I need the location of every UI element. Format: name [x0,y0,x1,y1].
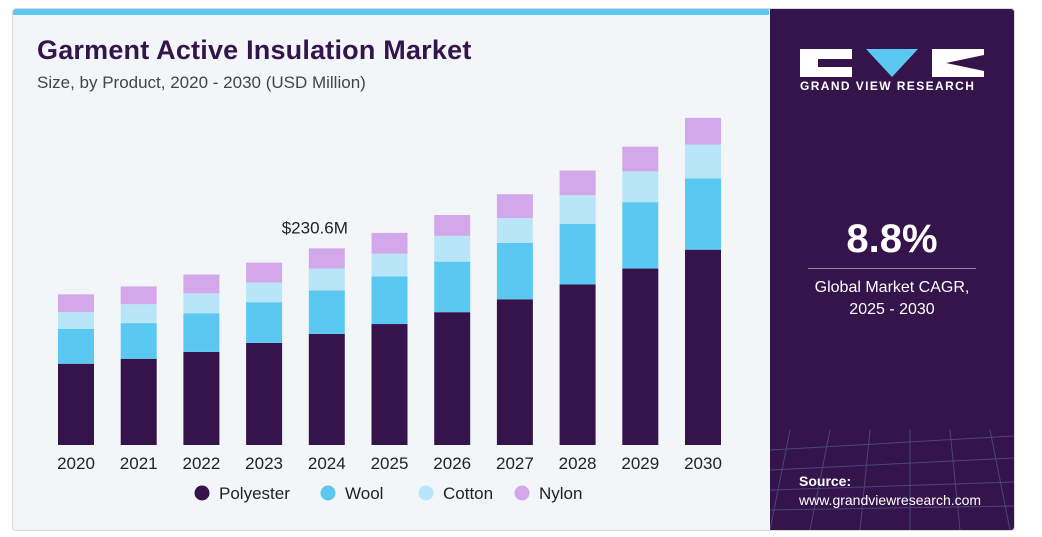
bar-cotton-2028 [559,195,596,225]
x-tick-label-2021: 2021 [120,454,158,473]
x-tick-label-2029: 2029 [621,454,659,473]
legend-label-wool: Wool [345,484,383,503]
divider [808,268,976,269]
brand-name: GRAND VIEW RESEARCH [800,79,976,93]
bar-wool-2030 [685,178,721,250]
bar-wool-2024 [308,290,345,334]
bar-polyester-2029 [622,268,659,445]
bar-cotton-2024 [308,268,345,291]
x-tick-label-2024: 2024 [308,454,346,473]
bar-cotton-2029 [622,171,659,203]
value-annotation: $230.6M [282,218,348,237]
bar-nylon-2022 [183,274,220,294]
bar-nylon-2029 [622,146,659,172]
bar-nylon-2024 [308,248,345,269]
bar-wool-2021 [120,323,157,359]
cagr-label: Global Market CAGR, 2025 - 2030 [790,277,994,321]
bar-wool-2020 [58,328,94,364]
bar-wool-2028 [559,224,596,285]
legend-swatch-cotton [418,485,434,501]
bar-polyester-2022 [183,351,220,445]
legend-swatch-wool [320,485,336,501]
bar-polyester-2021 [120,358,157,445]
bar-polyester-2030 [685,249,721,445]
x-tick-label-2027: 2027 [496,454,534,473]
bar-nylon-2020 [58,294,94,313]
bar-nylon-2030 [685,117,721,145]
side-panel: GRAND VIEW RESEARCH 8.8% Global Market C… [770,9,1014,530]
bar-polyester-2027 [496,299,533,445]
bar-cotton-2022 [183,293,220,314]
bar-polyester-2028 [559,284,596,445]
x-tick-label-2025: 2025 [371,454,409,473]
source-label: Source: [799,473,852,489]
bar-cotton-2023 [246,282,283,303]
bar-wool-2025 [371,276,408,325]
bar-nylon-2028 [559,170,596,196]
x-tick-label-2030: 2030 [684,454,722,473]
bar-wool-2023 [246,302,283,343]
bar-cotton-2025 [371,253,408,277]
bar-polyester-2023 [246,342,283,445]
x-tick-label-2020: 2020 [57,454,95,473]
bar-nylon-2021 [120,286,157,305]
x-tick-label-2028: 2028 [559,454,597,473]
chart-card: Garment Active Insulation Market Size, b… [12,8,1015,531]
stacked-bar-chart: 2020 2021 2022 2023 2024 $230.6M 2025 2026 2027 2… [57,117,722,503]
bar-cotton-2021 [120,304,157,324]
legend-label-polyester: Polyester [219,484,290,503]
bar-cotton-2026 [434,235,471,262]
legend-label-cotton: Cotton [443,484,493,503]
bar-polyester-2020 [58,363,94,445]
cagr-value: 8.8% [846,217,938,261]
bar-nylon-2025 [371,232,408,254]
chart-title: Garment Active Insulation Market [37,35,472,65]
x-tick-label-2023: 2023 [245,454,283,473]
bar-nylon-2027 [496,194,533,219]
bar-nylon-2023 [246,262,283,283]
source-link[interactable]: www.grandviewresearch.com [799,492,982,508]
legend-swatch-nylon [514,485,530,501]
x-tick-label-2026: 2026 [433,454,471,473]
x-tick-label-2022: 2022 [182,454,220,473]
cagr-label-line1: Global Market CAGR, [814,279,970,296]
bar-wool-2029 [622,202,659,269]
cagr-label-line2: 2025 - 2030 [849,301,935,318]
bar-polyester-2025 [371,324,408,445]
bar-nylon-2026 [434,215,471,236]
chart-subtitle: Size, by Product, 2020 - 2030 (USD Milli… [37,73,366,92]
bar-wool-2022 [183,313,220,352]
brand-logo [800,49,984,77]
bar-polyester-2024 [308,333,345,445]
grid-background [770,430,1014,530]
bar-cotton-2030 [685,144,721,179]
bar-cotton-2020 [58,312,94,329]
legend-label-nylon: Nylon [539,484,582,503]
bar-wool-2026 [434,261,471,313]
bar-polyester-2026 [434,312,471,445]
legend-swatch-polyester [194,485,210,501]
bar-wool-2027 [496,242,533,300]
accent-bar [13,9,769,15]
bar-cotton-2027 [496,218,533,243]
